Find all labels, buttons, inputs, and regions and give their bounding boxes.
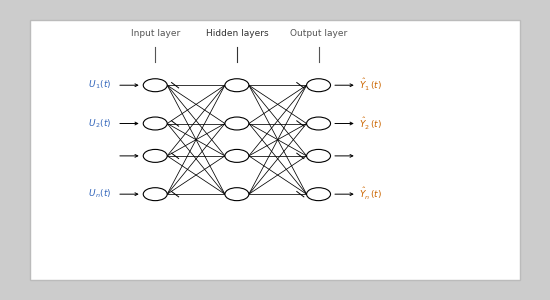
Text: Input layer: Input layer	[130, 29, 180, 38]
Text: $\hat{Y}_{n}\,(t)$: $\hat{Y}_{n}\,(t)$	[359, 186, 382, 202]
Circle shape	[143, 117, 167, 130]
Text: Output layer: Output layer	[290, 29, 347, 38]
Text: $U_{\,2}(t)$: $U_{\,2}(t)$	[88, 117, 112, 130]
Circle shape	[143, 188, 167, 201]
Text: $\hat{Y}_{2}\,(t)$: $\hat{Y}_{2}\,(t)$	[359, 116, 382, 132]
Circle shape	[225, 149, 249, 162]
Circle shape	[143, 149, 167, 162]
Text: $U_{\,n}(t)$: $U_{\,n}(t)$	[88, 188, 112, 200]
Circle shape	[306, 79, 331, 92]
Circle shape	[306, 117, 331, 130]
Circle shape	[225, 79, 249, 92]
Text: $\hat{Y}_{1}\,(t)$: $\hat{Y}_{1}\,(t)$	[359, 77, 382, 93]
FancyBboxPatch shape	[30, 20, 520, 280]
Circle shape	[143, 79, 167, 92]
Circle shape	[306, 188, 331, 201]
Text: Hidden layers: Hidden layers	[206, 29, 268, 38]
Circle shape	[306, 149, 331, 162]
Circle shape	[225, 188, 249, 201]
Text: $U_{\,1}(t)$: $U_{\,1}(t)$	[88, 79, 112, 92]
Circle shape	[225, 117, 249, 130]
